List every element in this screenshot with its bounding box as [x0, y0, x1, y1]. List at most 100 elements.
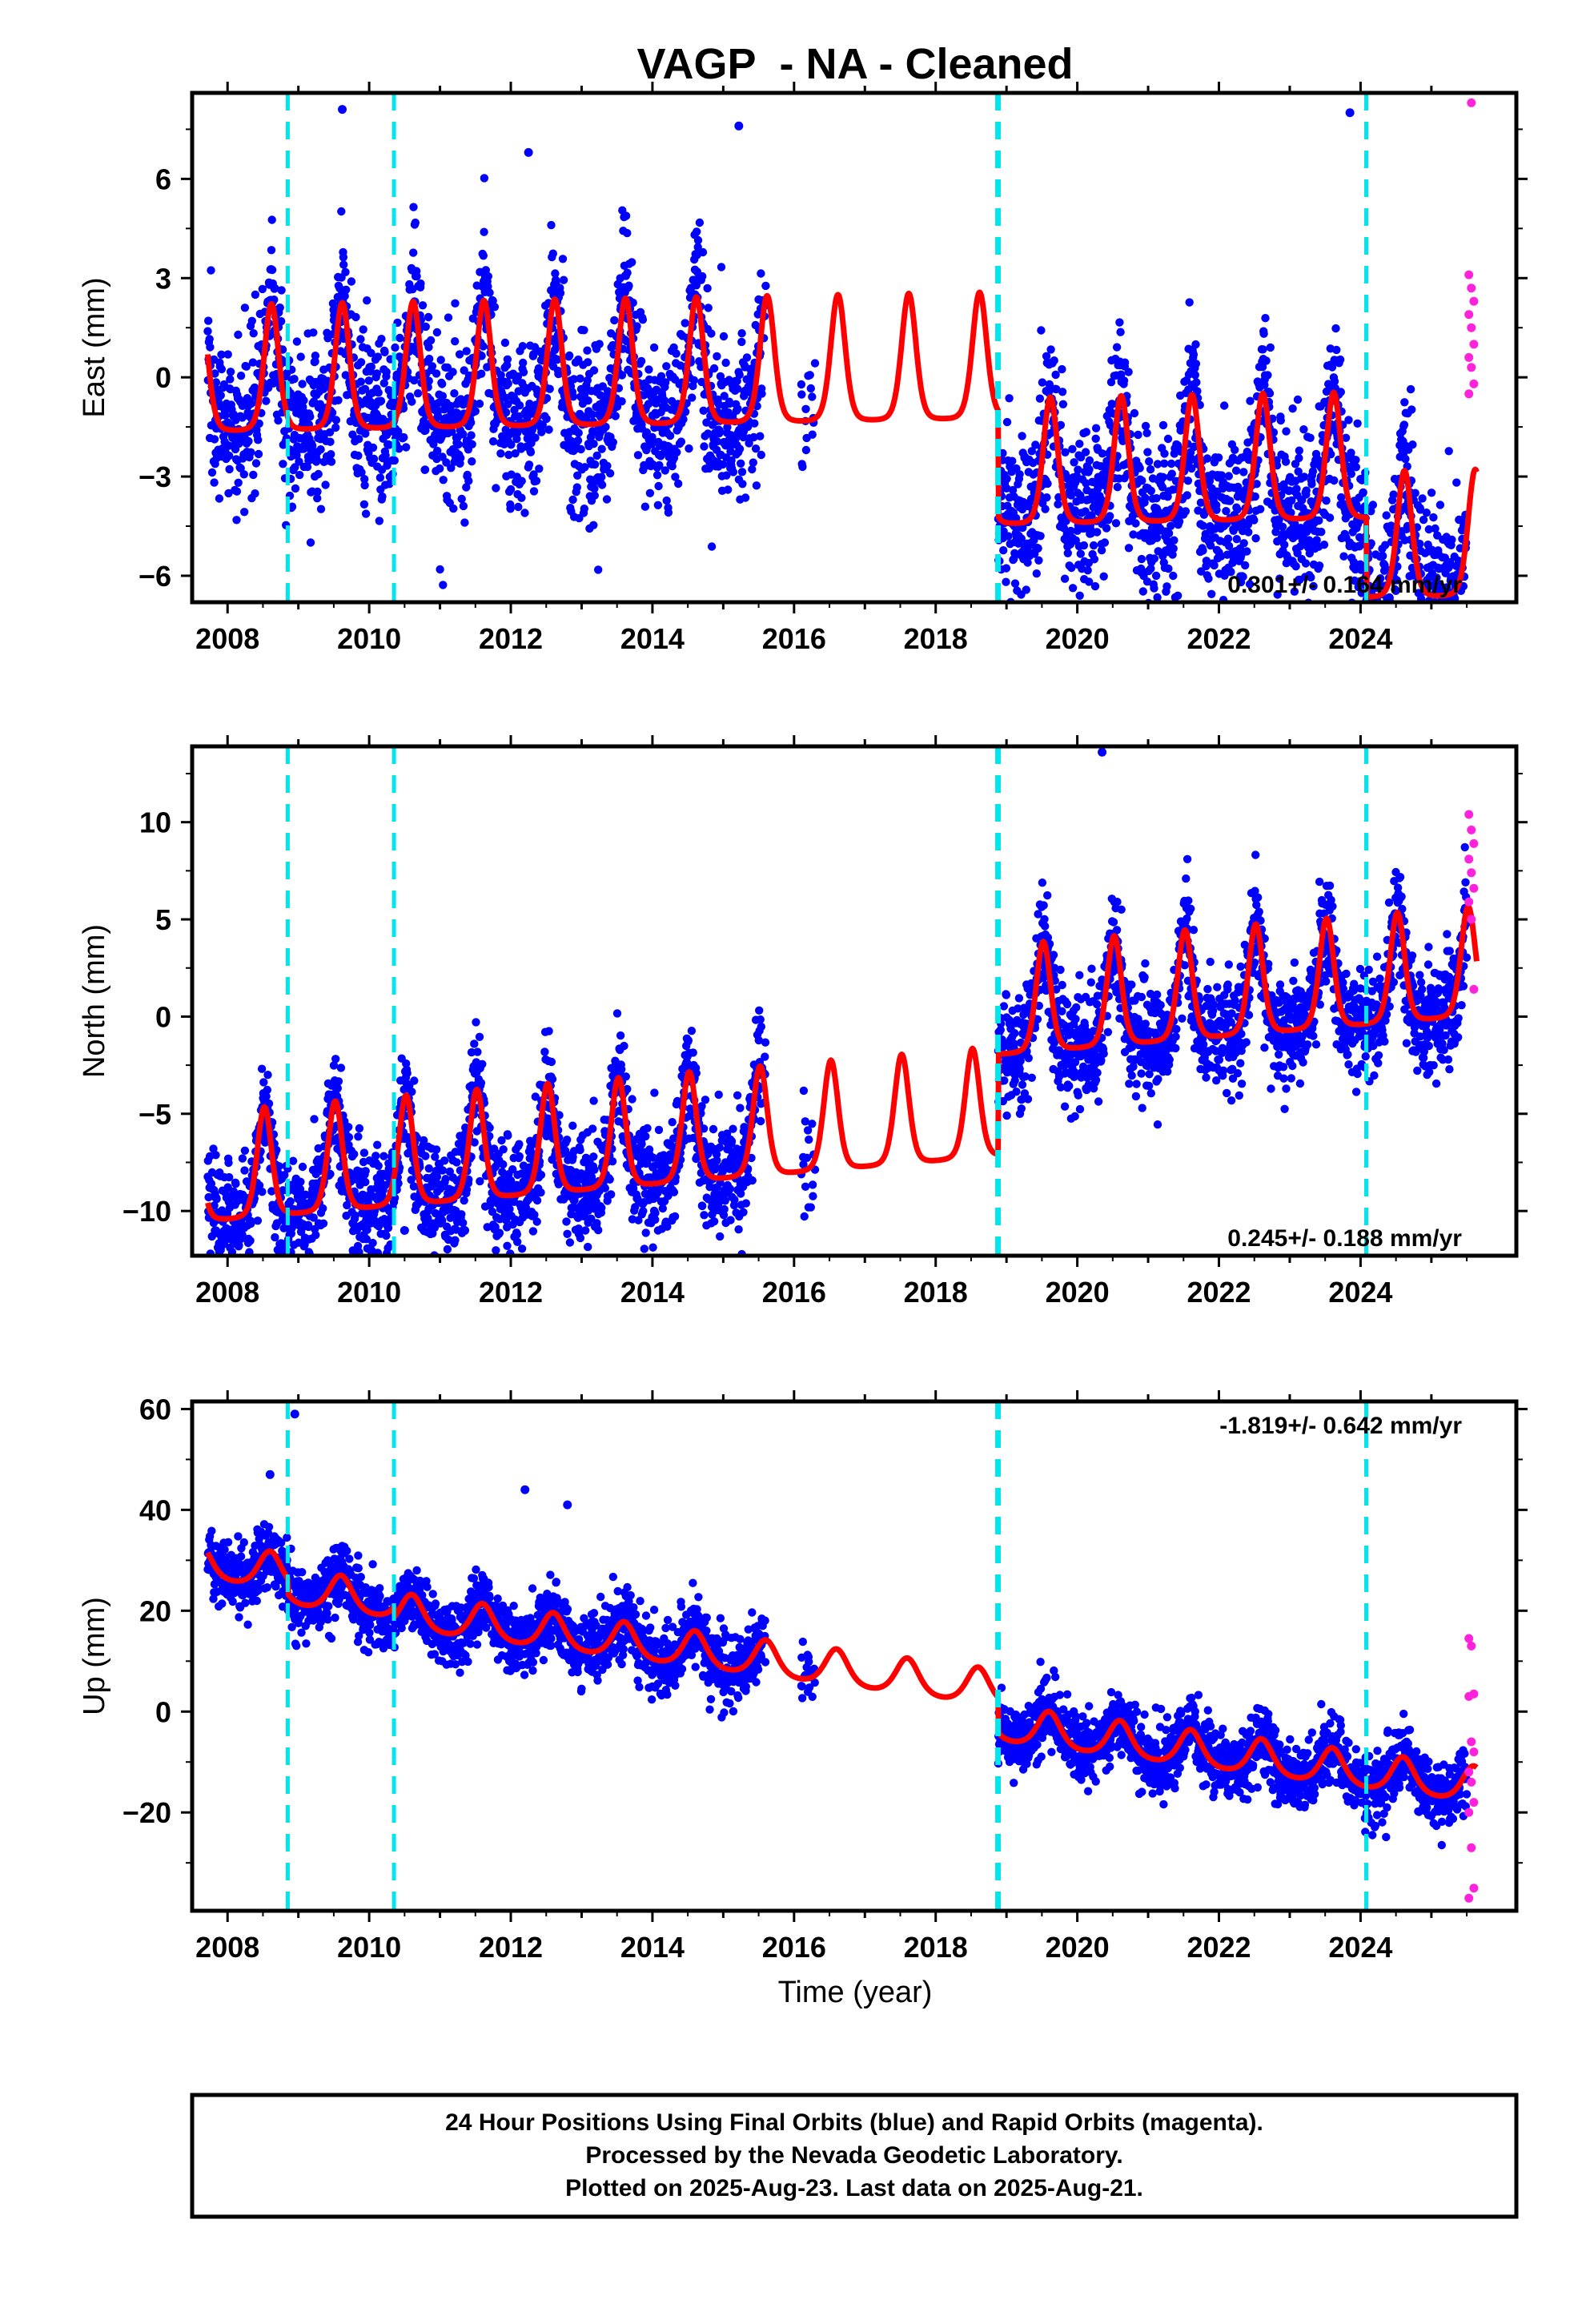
east-final-point — [1066, 526, 1075, 536]
east-final-point — [661, 466, 669, 475]
north-final-point — [451, 1236, 460, 1244]
east-final-point — [416, 279, 425, 288]
east-final-point — [325, 428, 335, 436]
east-x-tick-label: 2020 — [1046, 622, 1110, 655]
east-final-point — [584, 396, 592, 405]
east-final-point — [1034, 556, 1043, 565]
east-final-point — [671, 472, 680, 481]
east-final-point — [1026, 494, 1036, 504]
east-final-point — [255, 419, 263, 428]
east-final-point — [1112, 343, 1122, 352]
east-final-point — [339, 260, 348, 269]
east-final-point — [429, 440, 438, 448]
east-final-point — [439, 581, 448, 589]
east-final-point — [1002, 577, 1010, 586]
east-final-point — [798, 462, 807, 472]
east-final-point — [254, 436, 263, 444]
north-final-point — [590, 1165, 599, 1174]
east-final-point — [1372, 656, 1380, 664]
east-final-point — [1099, 572, 1108, 581]
east-final-point — [211, 369, 219, 378]
east-final-point — [1002, 484, 1011, 493]
north-final-point — [368, 1238, 377, 1248]
east-final-point — [583, 376, 592, 385]
east-final-point — [449, 504, 458, 513]
east-final-point — [475, 400, 484, 408]
east-final-point — [409, 248, 418, 257]
east-final-point — [1145, 457, 1154, 466]
east-final-point — [376, 396, 386, 405]
east-final-point — [1142, 428, 1151, 437]
north-final-point — [426, 1259, 434, 1267]
east-final-point — [1174, 517, 1184, 526]
east-final-point — [1070, 458, 1078, 467]
north-final-point — [485, 1124, 494, 1132]
north-final-point — [271, 1232, 279, 1242]
east-final-point — [574, 428, 583, 437]
east-rapid-point — [1469, 379, 1479, 388]
east-final-point — [424, 376, 433, 385]
east-final-point — [408, 397, 416, 406]
east-final-point — [573, 436, 583, 445]
east-final-point — [439, 476, 448, 485]
east-final-point — [1066, 491, 1076, 500]
east-final-point — [1129, 530, 1138, 539]
east-final-point — [801, 404, 810, 413]
east-plot-content — [203, 98, 1480, 664]
east-final-point — [331, 423, 340, 432]
east-final-point — [312, 456, 321, 464]
east-final-point — [603, 461, 612, 470]
east-final-point — [460, 518, 469, 527]
east-final-point — [1231, 466, 1241, 475]
east-final-point — [1239, 468, 1248, 476]
east-final-point — [1344, 416, 1353, 424]
east-final-point — [1079, 541, 1089, 550]
east-final-point — [1042, 493, 1051, 502]
east-final-point — [1015, 633, 1023, 641]
east-final-point — [1439, 620, 1447, 628]
north-final-point — [473, 1047, 482, 1056]
east-final-point — [239, 470, 248, 479]
east-final-point — [1134, 632, 1142, 640]
east-final-point — [481, 266, 490, 275]
east-final-point — [628, 258, 636, 267]
east-final-point — [1429, 513, 1438, 522]
east-final-point — [1427, 489, 1436, 497]
east-final-point — [1351, 463, 1361, 472]
east-final-point — [454, 440, 463, 449]
east-final-point — [1068, 584, 1078, 593]
east-final-point — [1170, 536, 1178, 545]
north-final-point — [403, 1068, 412, 1078]
east-final-point — [247, 399, 255, 408]
east-final-point — [545, 384, 554, 393]
east-final-point — [1060, 574, 1070, 583]
east-final-point — [1439, 609, 1447, 617]
east-final-point — [1422, 615, 1430, 623]
east-final-point — [733, 404, 742, 413]
east-final-point — [244, 436, 253, 446]
east-final-point — [291, 484, 300, 493]
east-final-point — [234, 478, 243, 487]
north-final-point — [443, 1244, 452, 1254]
east-final-point — [1089, 541, 1098, 550]
east-final-point — [517, 493, 526, 502]
east-final-point — [204, 316, 213, 325]
north-final-point — [589, 1152, 598, 1161]
east-final-point — [287, 502, 297, 511]
east-final-point — [1250, 516, 1259, 525]
east-final-point — [1051, 370, 1060, 380]
north-final-point — [581, 1226, 590, 1235]
east-final-point — [420, 465, 430, 474]
east-final-point — [1212, 505, 1221, 514]
east-final-point — [1419, 631, 1427, 639]
east-final-point — [372, 369, 381, 378]
east-final-point — [1143, 448, 1152, 456]
east-final-point — [381, 451, 390, 460]
east-final-point — [451, 299, 460, 308]
north-final-point — [224, 1158, 233, 1168]
east-final-point — [425, 354, 434, 364]
east-y-tick-label: 0 — [155, 361, 171, 394]
east-final-point — [1192, 378, 1201, 387]
east-final-point — [580, 326, 588, 335]
north-final-point — [421, 1152, 430, 1160]
